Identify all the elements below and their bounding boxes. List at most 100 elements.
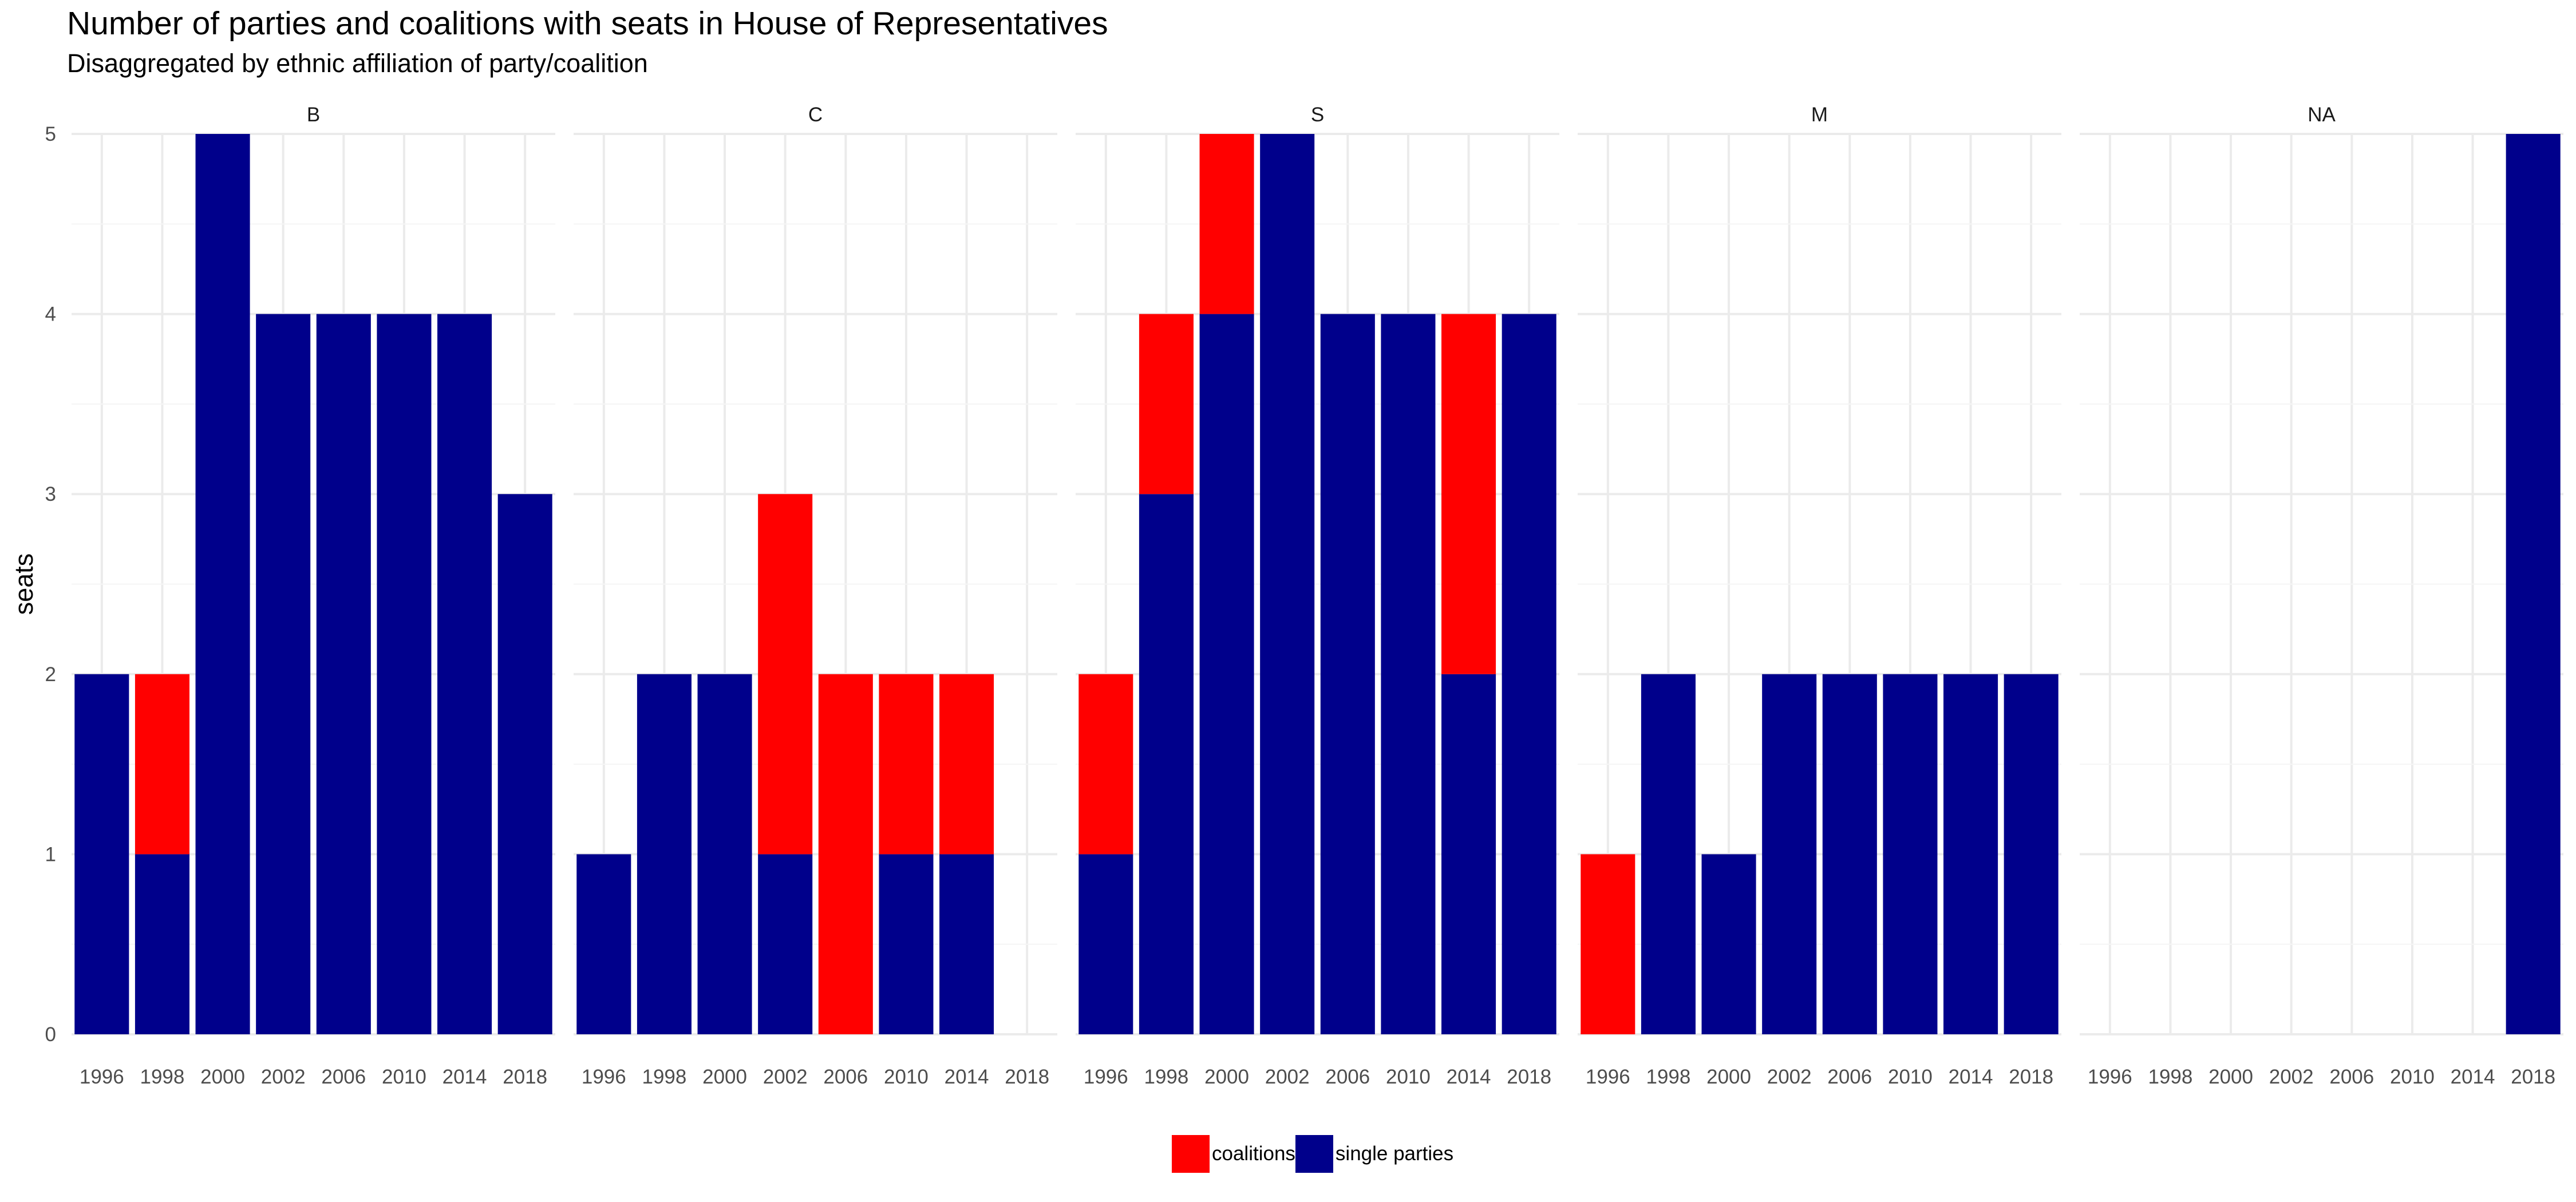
bar-single-parties-M-2014	[1943, 674, 1998, 1034]
bar-single-parties-S-2000	[1199, 314, 1254, 1034]
bar-single-parties-S-2018	[1502, 314, 1556, 1034]
x-tick-label: 2014	[945, 1066, 989, 1088]
x-tick-label: 2002	[2269, 1066, 2314, 1088]
x-tick-label: 1996	[2088, 1066, 2132, 1088]
x-tick-label: 2018	[1507, 1066, 1551, 1088]
x-tick-label: 2002	[763, 1066, 808, 1088]
legend-label-single-parties: single parties	[1335, 1142, 1454, 1165]
bar-single-parties-B-2018	[497, 494, 552, 1034]
x-tick-label: 2006	[823, 1066, 868, 1088]
x-tick-label: 2002	[261, 1066, 306, 1088]
facet-label-NA: NA	[2308, 104, 2336, 126]
x-tick-label: 1996	[80, 1066, 124, 1088]
x-tick-label: 1998	[642, 1066, 687, 1088]
y-tick-label: 0	[45, 1023, 56, 1046]
bar-coalitions-S-2014	[1441, 314, 1496, 674]
x-tick-label: 2006	[2329, 1066, 2374, 1088]
bar-coalitions-C-2014	[939, 674, 994, 855]
x-tick-label: 2000	[1204, 1066, 1249, 1088]
x-tick-label: 2002	[1767, 1066, 1812, 1088]
legend-label-coalitions: coalitions	[1212, 1142, 1295, 1165]
x-tick-label: 2010	[1386, 1066, 1431, 1088]
bar-single-parties-B-2014	[437, 314, 492, 1034]
bar-coalitions-S-2000	[1199, 134, 1254, 314]
x-tick-label: 1996	[582, 1066, 626, 1088]
bar-single-parties-M-1998	[1641, 674, 1696, 1034]
facet-label-B: B	[307, 104, 320, 126]
faceted-bar-chart: seats 0 1 2 3 4 5 B 1996 1998 2000 2002 2006 2010 2014…	[9, 104, 2563, 1088]
x-tick-label: 2010	[382, 1066, 426, 1088]
bar-single-parties-B-2002	[256, 314, 311, 1034]
bar-single-parties-M-2018	[2004, 674, 2059, 1034]
bar-coalitions-S-1996	[1078, 674, 1133, 855]
legend-key-coalitions	[1172, 1135, 1210, 1173]
legend-key-single-parties	[1295, 1135, 1333, 1173]
bar-single-parties-B-1998	[135, 854, 189, 1034]
x-tick-label: 2014	[442, 1066, 487, 1088]
x-tick-label: 2014	[2451, 1066, 2495, 1088]
bar-single-parties-B-2010	[377, 314, 432, 1034]
bar-coalitions-C-2006	[818, 674, 873, 1034]
bar-single-parties-C-2002	[758, 854, 813, 1034]
chart-subtitle: Disaggregated by ethnic affiliation of p…	[67, 49, 648, 78]
legend-item-coalitions: coalitions	[1172, 1135, 1295, 1173]
bar-coalitions-C-2002	[758, 494, 813, 855]
x-tick-label: 2010	[1888, 1066, 1933, 1088]
x-tick-label: 2000	[1706, 1066, 1751, 1088]
bar-single-parties-M-2010	[1883, 674, 1938, 1034]
bar-single-parties-S-1998	[1139, 494, 1194, 1034]
x-tick-label: 2006	[1325, 1066, 1370, 1088]
bar-single-parties-M-2006	[1822, 674, 1877, 1034]
x-tick-label: 2018	[2009, 1066, 2053, 1088]
bar-single-parties-M-2002	[1762, 674, 1817, 1034]
legend: coalitions single parties	[1172, 1135, 1453, 1173]
bar-single-parties-B-1996	[74, 674, 129, 1034]
x-tick-label: 1998	[1646, 1066, 1691, 1088]
bar-single-parties-C-2000	[697, 674, 752, 1034]
x-tick-label: 2010	[2390, 1066, 2435, 1088]
y-tick-label: 1	[45, 843, 56, 865]
x-tick-label: 2018	[2511, 1066, 2555, 1088]
bar-coalitions-B-1998	[135, 674, 189, 855]
chart-title: Number of parties and coalitions with se…	[67, 5, 1108, 42]
legend-item-single-parties: single parties	[1295, 1135, 1453, 1173]
x-tick-label: 2000	[2208, 1066, 2253, 1088]
bar-single-parties-B-2000	[195, 134, 250, 1034]
x-tick-label: 2000	[702, 1066, 747, 1088]
y-tick-label: 5	[45, 123, 56, 145]
x-tick-label: 1996	[1084, 1066, 1128, 1088]
x-tick-label: 1996	[1586, 1066, 1630, 1088]
x-tick-label: 2018	[503, 1066, 547, 1088]
bar-single-parties-C-2010	[879, 854, 934, 1034]
bar-single-parties-S-2002	[1260, 134, 1315, 1034]
y-tick-label: 2	[45, 663, 56, 686]
bar-single-parties-C-1998	[637, 674, 692, 1034]
bar-single-parties-M-2000	[1701, 854, 1756, 1034]
bar-coalitions-C-2010	[879, 674, 934, 855]
bar-single-parties-S-2014	[1441, 674, 1496, 1034]
facet-label-S: S	[1311, 104, 1324, 126]
x-tick-label: 1998	[2148, 1066, 2193, 1088]
x-tick-label: 2018	[1005, 1066, 1049, 1088]
bar-single-parties-S-2010	[1381, 314, 1436, 1034]
x-tick-label: 2010	[884, 1066, 929, 1088]
bar-single-parties-C-2014	[939, 854, 994, 1034]
bar-single-parties-S-2006	[1320, 314, 1375, 1034]
bar-single-parties-S-1996	[1078, 854, 1133, 1034]
x-tick-label: 2014	[1949, 1066, 1993, 1088]
x-tick-label: 2000	[200, 1066, 245, 1088]
x-tick-label: 2014	[1447, 1066, 1491, 1088]
y-tick-label: 3	[45, 483, 56, 505]
x-tick-label: 2002	[1265, 1066, 1310, 1088]
x-tick-label: 2006	[1827, 1066, 1872, 1088]
bar-single-parties-C-1996	[576, 854, 631, 1034]
x-tick-label: 1998	[140, 1066, 185, 1088]
y-axis-label: seats	[9, 553, 38, 615]
x-tick-label: 2006	[321, 1066, 366, 1088]
bar-coalitions-M-1996	[1581, 854, 1635, 1034]
y-tick-label: 4	[45, 303, 56, 326]
bar-single-parties-NA-2018	[2506, 134, 2561, 1034]
facet-label-C: C	[808, 104, 823, 126]
x-tick-label: 1998	[1144, 1066, 1189, 1088]
bar-single-parties-B-2006	[316, 314, 371, 1034]
